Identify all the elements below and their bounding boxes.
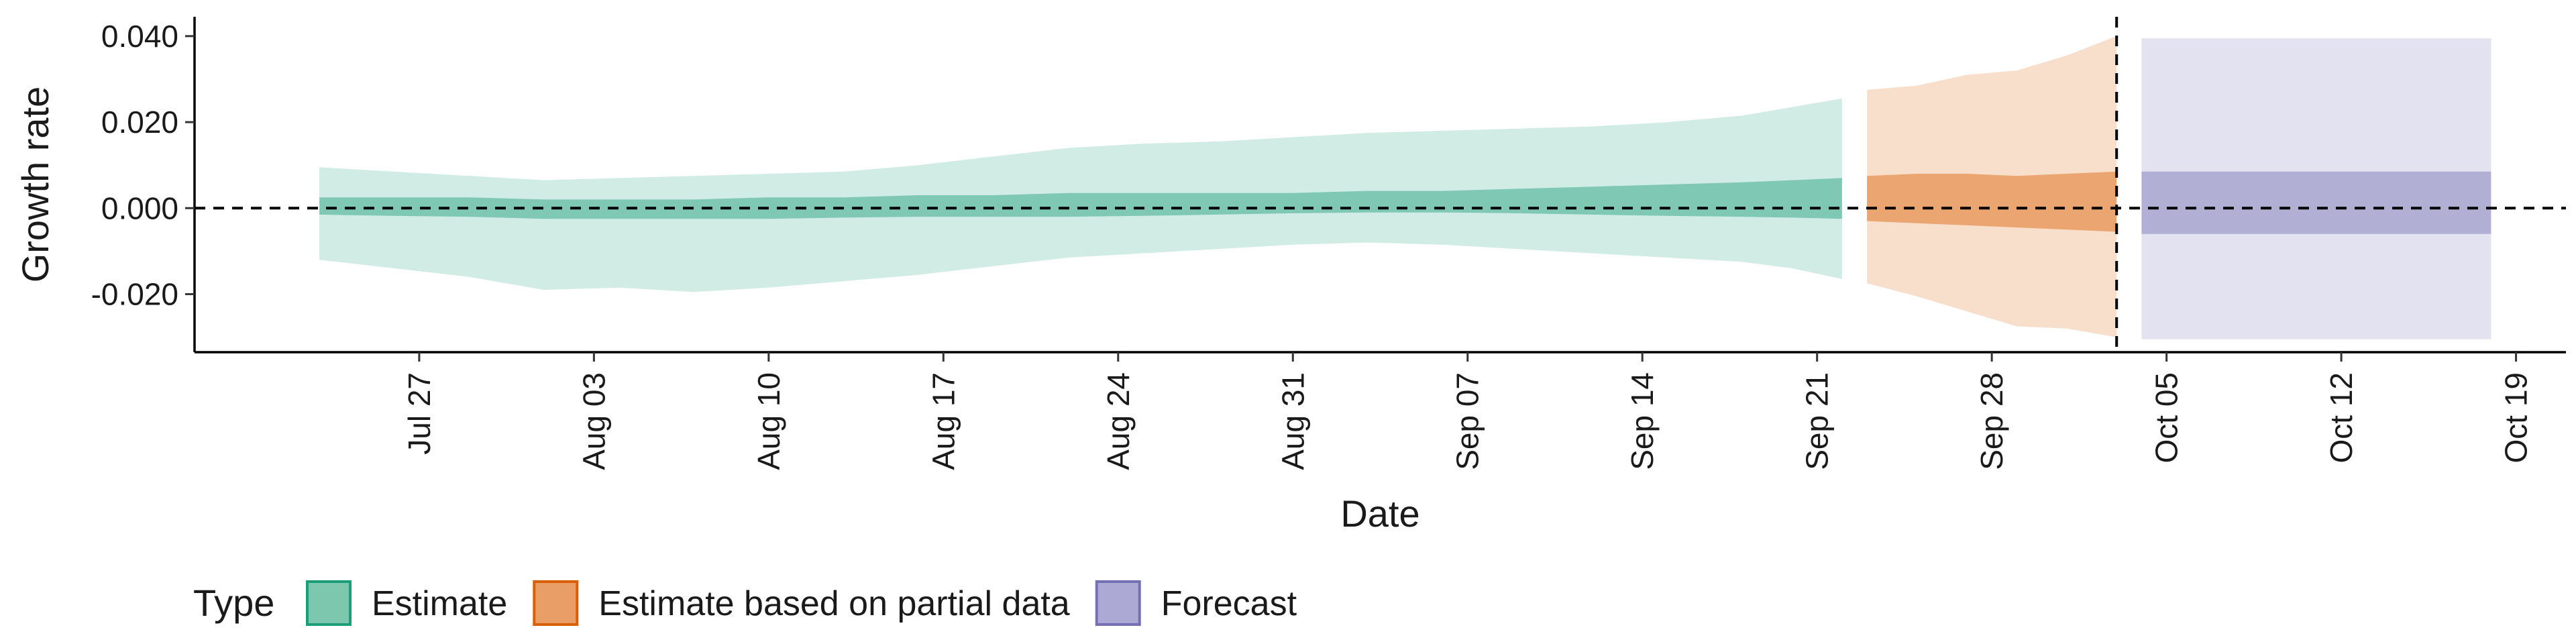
- legend-title: Type: [193, 582, 274, 624]
- y-axis-title: Growth rate: [14, 87, 56, 283]
- legend: Type Estimate Estimate based on partial d…: [193, 580, 1297, 626]
- legend-label: Estimate: [372, 584, 507, 623]
- x-tick-label: Aug 24: [1101, 372, 1136, 470]
- x-axis-title: Date: [1340, 492, 1419, 535]
- legend-label: Estimate based on partial data: [598, 584, 1070, 623]
- x-tick-layer: Jul 27 Aug 03 Aug 10 Aug 17 Aug 24 Aug 31 Sep …: [402, 352, 2534, 470]
- x-tick-label: Aug 17: [926, 372, 961, 470]
- y-tick-label: 0.040: [101, 19, 178, 54]
- x-tick-label: Aug 03: [576, 372, 611, 470]
- x-tick-label: Oct 12: [2324, 372, 2359, 464]
- axes-layer: [193, 17, 2566, 354]
- x-tick-label: Aug 10: [751, 372, 786, 470]
- band-outer-estimate-based-on-partial-data: [1867, 36, 2117, 337]
- x-tick-label: Sep 28: [1974, 372, 2009, 470]
- x-tick-label: Oct 19: [2499, 372, 2534, 464]
- band-outer-forecast: [2141, 38, 2491, 339]
- y-tick-label: -0.020: [91, 276, 178, 311]
- legend-swatch: [306, 580, 352, 626]
- band-outer-estimate: [319, 98, 1842, 292]
- legend-label: Forecast: [1161, 584, 1297, 623]
- legend-swatch: [533, 580, 579, 626]
- y-tick-label: 0.020: [101, 105, 178, 140]
- y-tick-label: 0.000: [101, 191, 178, 225]
- x-tick-label: Jul 27: [402, 372, 437, 455]
- x-tick-label: Oct 05: [2149, 372, 2184, 464]
- band-inner-estimate-based-on-partial-data: [1867, 171, 2117, 232]
- band-inner-forecast: [2141, 171, 2491, 234]
- y-tick-layer: -0.020 0.000 0.020 0.040: [91, 19, 195, 311]
- legend-items: Estimate Estimate based on partial data Fo…: [306, 580, 1297, 626]
- x-tick-label: Sep 21: [1800, 372, 1835, 470]
- x-tick-label: Aug 31: [1275, 372, 1310, 470]
- x-tick-label: Sep 07: [1450, 372, 1485, 470]
- reference-line-layer: [195, 17, 2566, 352]
- band-layer: [319, 36, 2491, 339]
- x-tick-label: Sep 14: [1625, 372, 1660, 470]
- legend-swatch: [1095, 580, 1141, 626]
